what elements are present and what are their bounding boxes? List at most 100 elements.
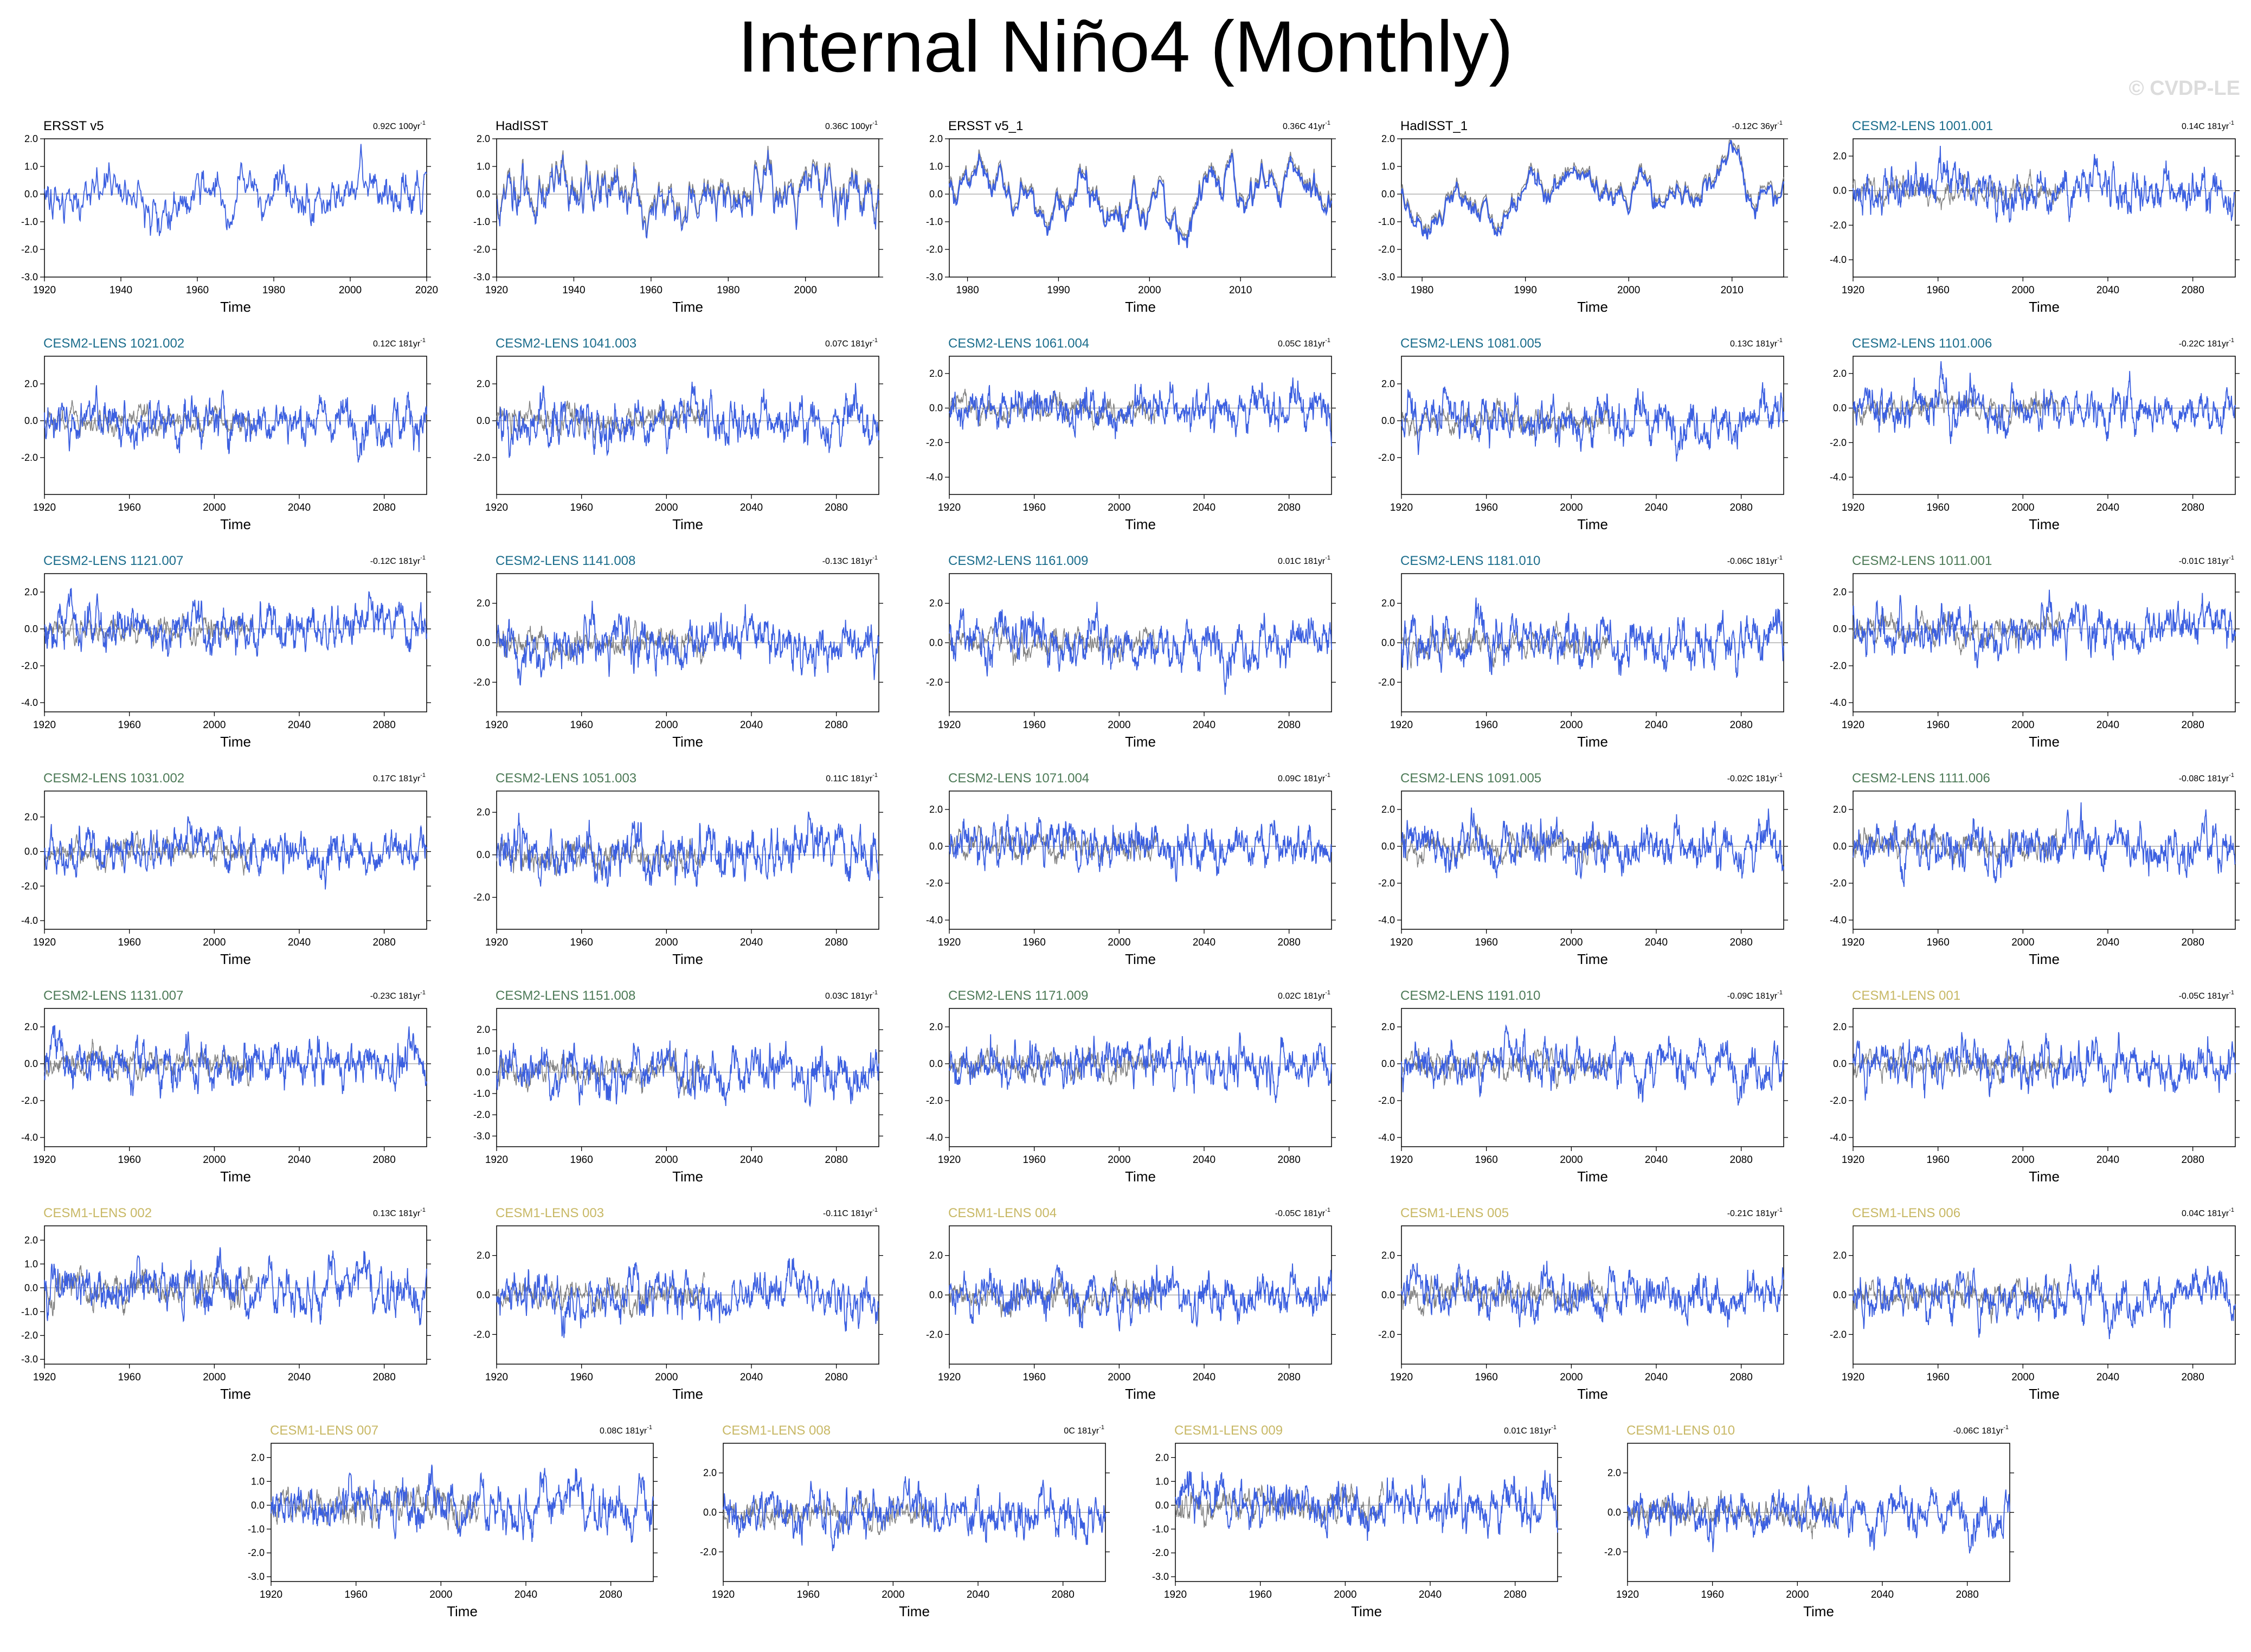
series-line — [1401, 1261, 1784, 1328]
panel-label: CESM1-LENS 010 — [1626, 1423, 1735, 1438]
y-tick-label: 2.0 — [929, 598, 943, 609]
trend-label: -0.12C 181yr-1 — [370, 555, 426, 566]
y-tick-label: 2.0 — [929, 133, 943, 144]
y-tick-label: 2.0 — [24, 587, 38, 597]
x-tick-label: 1960 — [1475, 1154, 1498, 1166]
y-tick-label: -2.0 — [926, 677, 943, 687]
y-tick-label: -2.0 — [926, 244, 943, 255]
y-tick-label: -2.0 — [1830, 878, 1847, 889]
x-tick-label: 1920 — [1390, 1372, 1413, 1383]
y-tick-label: -3.0 — [926, 272, 943, 282]
y-tick-label: -4.0 — [1378, 1132, 1395, 1143]
panel-label: CESM1-LENS 004 — [948, 1206, 1057, 1220]
x-tick-label: 2000 — [203, 502, 226, 513]
trend-label: 0.12C 181yr-1 — [373, 337, 426, 349]
chart-panel: ERSST v5_1 0.36C 41yr-1 2.0 1.0 0.0 -1.0 -2.0 -… — [926, 119, 1336, 315]
trend-label: 0.01C 181yr-1 — [1278, 555, 1330, 566]
x-tick-label: 2080 — [373, 1154, 396, 1166]
x-tick-label: 2040 — [1193, 1372, 1215, 1383]
y-tick-label: 0.0 — [24, 1282, 38, 1293]
x-tick-label: 2040 — [740, 502, 763, 513]
observation-series-line — [496, 620, 705, 665]
x-tick-label: 2040 — [2096, 937, 2119, 948]
x-tick-label: 2000 — [1108, 937, 1130, 948]
y-tick-label: 0.0 — [477, 1067, 490, 1078]
x-tick-label: 1920 — [260, 1589, 282, 1600]
panel-label: CESM2-LENS 1171.009 — [948, 988, 1088, 1003]
x-tick-label: 1980 — [956, 285, 979, 296]
chart-panel: CESM1-LENS 001 -0.05C 181yr-1 2.0 0.0 -2.0 -4… — [1830, 988, 2240, 1185]
x-axis-label: Time — [1125, 299, 1156, 315]
panel-label: CESM2-LENS 1101.006 — [1852, 336, 1992, 351]
y-tick-label: 1.0 — [251, 1476, 265, 1487]
chart-panel: CESM2-LENS 1001.001 0.14C 181yr-1 2.0 0.0 -2… — [1830, 119, 2240, 315]
series-line — [496, 811, 879, 888]
x-tick-label: 2000 — [1560, 937, 1583, 948]
y-tick-label: -2.0 — [21, 1330, 38, 1341]
x-tick-label: 1960 — [118, 937, 141, 948]
y-tick-label: 0.0 — [251, 1500, 265, 1510]
series-line — [1175, 1470, 1558, 1541]
x-tick-label: 2010 — [1229, 285, 1252, 296]
trend-label: -0.05C 181yr-1 — [2179, 989, 2234, 1001]
y-tick-label: 2.0 — [1833, 151, 1847, 162]
y-tick-label: -4.0 — [926, 1132, 943, 1143]
y-tick-label: 0.0 — [24, 846, 38, 857]
x-tick-label: 1960 — [1475, 502, 1498, 513]
x-axis-label: Time — [2029, 1386, 2060, 1402]
y-tick-label: 1.0 — [24, 161, 38, 172]
x-tick-label: 2040 — [1645, 1372, 1668, 1383]
plot-frame — [44, 1225, 427, 1365]
x-tick-label: 2080 — [2182, 285, 2204, 296]
x-tick-label: 1920 — [485, 285, 508, 296]
x-tick-label: 2000 — [339, 285, 362, 296]
y-tick-label: -3.0 — [473, 272, 490, 282]
chart-panel: CESM2-LENS 1111.006 -0.08C 181yr-1 2.0 0.0 -… — [1830, 771, 2240, 967]
x-tick-label: 1920 — [938, 937, 961, 948]
x-tick-label: 1960 — [118, 1372, 141, 1383]
y-tick-label: 0.0 — [1155, 1500, 1169, 1510]
plot-frame — [1853, 573, 2236, 712]
plot-frame — [496, 138, 879, 278]
x-axis-label: Time — [1577, 734, 1608, 750]
y-tick-label: -2.0 — [473, 452, 490, 463]
x-tick-label: 2080 — [1504, 1589, 1527, 1600]
y-tick-label: 1.0 — [477, 161, 490, 172]
y-tick-label: -2.0 — [473, 1329, 490, 1340]
x-axis-label: Time — [899, 1603, 930, 1619]
y-tick-label: 0.0 — [24, 623, 38, 634]
x-tick-label: 1960 — [1927, 1372, 1950, 1383]
panel-label: CESM1-LENS 007 — [270, 1423, 378, 1438]
x-tick-label: 1960 — [1023, 937, 1046, 948]
x-tick-label: 1920 — [33, 285, 56, 296]
y-tick-label: -4.0 — [1830, 1132, 1847, 1143]
x-tick-label: 2080 — [2182, 937, 2204, 948]
y-tick-label: 0.0 — [1381, 1058, 1395, 1069]
x-tick-label: 2000 — [1560, 719, 1583, 731]
panel-label: CESM1-LENS 008 — [722, 1423, 831, 1438]
trend-label: -0.02C 181yr-1 — [1727, 772, 1783, 783]
x-tick-label: 1960 — [118, 502, 141, 513]
series-line — [1401, 597, 1784, 678]
chart-panel: CESM2-LENS 1101.006 -0.22C 181yr-1 2.0 0.0 -… — [1830, 336, 2240, 532]
trend-label: -0.06C 181yr-1 — [1727, 555, 1783, 566]
x-tick-label: 2040 — [2096, 1372, 2119, 1383]
series-line — [1400, 140, 1785, 240]
y-tick-label: -1.0 — [21, 1306, 38, 1317]
chart-panel: CESM1-LENS 010 -0.06C 181yr-1 2.0 0.0 -2.0 19… — [1604, 1423, 2014, 1619]
series-line — [948, 152, 1333, 248]
chart-panel: CESM1-LENS 005 -0.21C 181yr-1 2.0 0.0 -2.0 19… — [1378, 1206, 1788, 1402]
x-tick-label: 2080 — [2182, 719, 2204, 731]
x-tick-label: 2040 — [1193, 502, 1215, 513]
y-tick-label: -2.0 — [473, 244, 490, 255]
trend-label: 0.36C 41yr-1 — [1283, 120, 1330, 131]
x-tick-label: 1960 — [570, 502, 593, 513]
chart-panel: CESM2-LENS 1151.008 0.03C 181yr-1 2.0 1.0 0.… — [473, 988, 883, 1185]
x-tick-label: 2000 — [2011, 937, 2034, 948]
y-tick-label: -2.0 — [21, 880, 38, 891]
y-tick-label: 2.0 — [477, 1024, 490, 1035]
y-tick-label: -2.0 — [473, 1109, 490, 1120]
trend-label: -0.12C 36yr-1 — [1732, 120, 1783, 131]
trend-label: 0.36C 100yr-1 — [825, 120, 878, 131]
y-tick-label: 2.0 — [1833, 1021, 1847, 1032]
